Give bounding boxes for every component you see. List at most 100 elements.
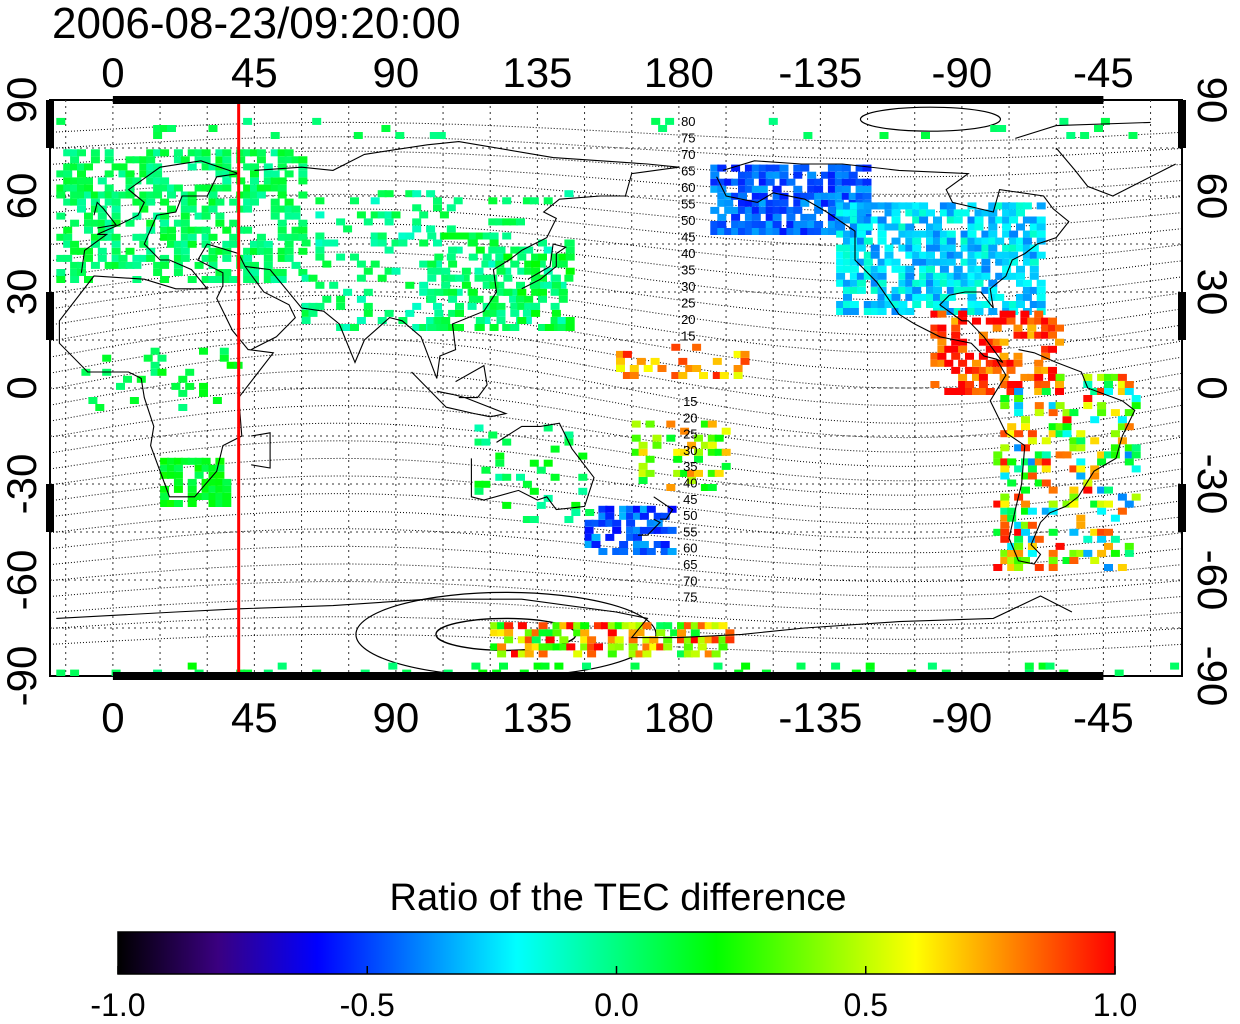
tec-pixel xyxy=(1020,310,1030,318)
tec-pixel xyxy=(263,261,273,269)
tec-pixel xyxy=(495,260,505,268)
tec-pixel xyxy=(1007,507,1017,515)
tec-pixel xyxy=(243,276,253,283)
tec-pixel xyxy=(856,216,866,224)
tec-pixel xyxy=(573,650,583,658)
tec-pixel xyxy=(270,269,280,276)
tec-pixel xyxy=(855,164,865,172)
tec-pixel xyxy=(580,629,590,637)
tec-pixel xyxy=(405,309,415,317)
tec-pixel xyxy=(1062,451,1072,459)
tec-pixel xyxy=(633,548,642,555)
tec-pixel xyxy=(626,533,636,541)
tec-pixel xyxy=(1034,373,1044,381)
tec-pixel xyxy=(671,343,681,351)
tec-pixel xyxy=(201,226,211,234)
tec-pixel xyxy=(291,261,301,269)
tec-pixel xyxy=(958,359,968,367)
tec-pixel xyxy=(531,260,541,268)
tec-pixel xyxy=(744,228,754,235)
tec-pixel xyxy=(578,473,588,481)
tec-pixel xyxy=(744,221,754,228)
tec-pixel xyxy=(937,338,947,346)
tec-pixel xyxy=(843,251,852,259)
tec-pixel xyxy=(1016,209,1025,217)
tec-pixel xyxy=(1048,409,1058,417)
tec-pixel xyxy=(489,281,499,289)
tec-pixel xyxy=(898,223,908,231)
tec-pixel xyxy=(717,228,727,235)
tec-pixel xyxy=(97,191,107,199)
tec-pixel xyxy=(660,526,670,534)
tec-pixel xyxy=(891,223,901,231)
tec-pixel xyxy=(1062,557,1072,564)
tec-pixel xyxy=(1027,549,1037,557)
tec-pixel xyxy=(1000,458,1010,466)
tec-pixel xyxy=(1000,521,1010,529)
tec-pixel xyxy=(653,519,663,527)
tec-pixel xyxy=(208,464,218,472)
tec-pixel xyxy=(63,233,73,241)
tec-pixel xyxy=(139,254,149,262)
tec-pixel xyxy=(488,431,498,439)
tec-pixel xyxy=(243,149,253,157)
tec-pixel xyxy=(796,662,806,670)
contour-label: 60 xyxy=(681,180,695,195)
tec-pixel xyxy=(849,286,859,294)
tec-pixel xyxy=(713,662,723,670)
tec-pixel xyxy=(841,192,851,200)
tec-pixel xyxy=(441,281,451,289)
tec-pixel xyxy=(1104,381,1113,388)
tec-pixel xyxy=(1007,557,1017,564)
tec-pixel xyxy=(1016,279,1025,287)
tec-pixel xyxy=(531,288,541,296)
tec-pixel xyxy=(1170,662,1180,670)
tec-pixel xyxy=(814,228,824,235)
tec-pixel xyxy=(125,247,135,255)
tec-pixel xyxy=(862,185,872,193)
tec-pixel xyxy=(97,247,107,255)
tec-pixel xyxy=(185,368,195,376)
tec-pixel xyxy=(616,350,625,358)
tec-pixel xyxy=(509,218,519,226)
tec-pixel xyxy=(849,209,859,217)
tec-pixel xyxy=(104,261,114,269)
tec-pixel xyxy=(870,251,880,259)
tec-pixel xyxy=(639,512,649,520)
tec-pixel xyxy=(219,347,229,355)
tec-pixel xyxy=(1104,542,1113,550)
tec-pixel xyxy=(834,178,844,186)
tec-pixel xyxy=(1128,132,1138,139)
tec-pixel xyxy=(663,636,673,644)
tec-pixel xyxy=(510,260,520,268)
tec-pixel xyxy=(490,622,500,630)
tec-pixel xyxy=(474,438,484,446)
tec-pixel xyxy=(153,170,163,178)
coastline xyxy=(411,371,508,418)
tec-pixel xyxy=(758,228,768,235)
tec-pixel xyxy=(298,156,308,164)
tec-pixel xyxy=(167,464,176,472)
tec-pixel xyxy=(1007,458,1017,466)
tec-pixel xyxy=(270,205,280,213)
tec-pixel xyxy=(104,198,114,206)
tec-pixel xyxy=(960,244,970,252)
tec-pixel xyxy=(765,171,775,179)
x-tick-top: -135 xyxy=(778,49,862,96)
tec-pixel xyxy=(1083,486,1093,494)
tec-pixel xyxy=(111,261,121,269)
tec-pixel xyxy=(250,240,259,248)
tec-pixel xyxy=(343,324,353,331)
tec-pixel xyxy=(974,223,984,231)
tec-pixel xyxy=(1000,472,1010,480)
tec-pixel xyxy=(277,184,287,192)
tec-pixel xyxy=(1009,272,1019,280)
tec-pixel xyxy=(502,324,512,331)
tec-pixel xyxy=(985,388,995,395)
tec-pixel xyxy=(1021,472,1030,480)
tec-pixel xyxy=(329,239,339,247)
tec-pixel xyxy=(807,213,817,221)
tec-pixel xyxy=(930,310,940,318)
tec-pixel xyxy=(277,191,287,199)
tec-pixel xyxy=(1024,662,1034,670)
